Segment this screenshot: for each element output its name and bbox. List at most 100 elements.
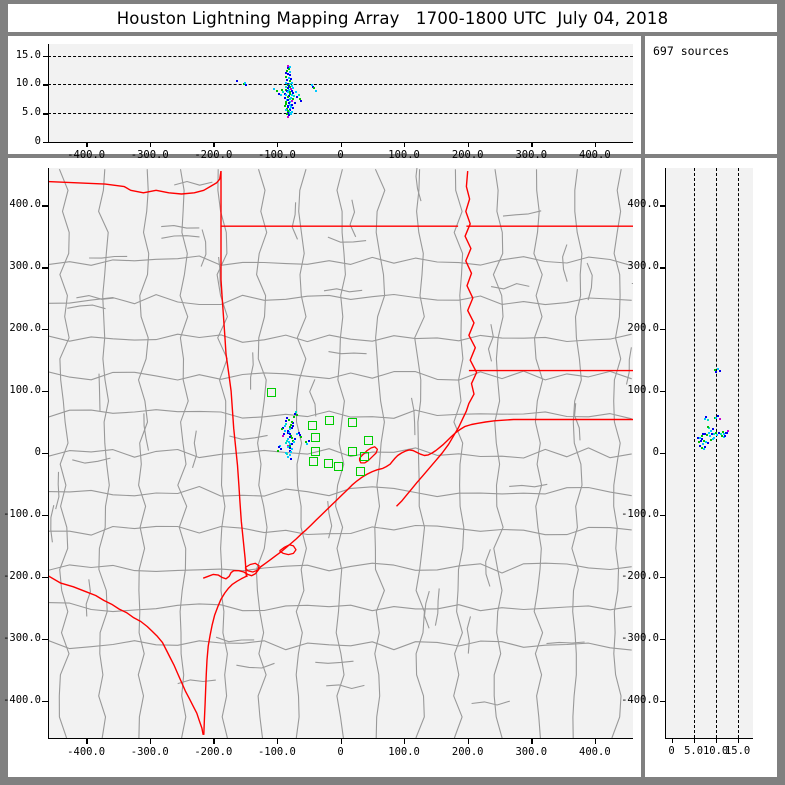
lightning-source xyxy=(283,97,286,100)
lightning-source xyxy=(287,111,290,114)
lightning-source xyxy=(289,96,292,99)
gridline-vertical xyxy=(737,168,739,738)
lightning-source xyxy=(284,105,287,108)
lightning-source xyxy=(287,445,290,448)
lightning-source xyxy=(285,442,288,445)
lightning-source xyxy=(289,450,292,453)
county-border xyxy=(200,229,207,267)
lma-station-marker xyxy=(308,420,318,430)
tick-y xyxy=(660,576,665,579)
tick-label-x: 100.0 xyxy=(388,746,420,758)
lightning-source xyxy=(287,106,290,109)
lightning-source xyxy=(719,369,721,372)
tick-x xyxy=(531,142,533,147)
lightning-source xyxy=(712,433,715,436)
lightning-source xyxy=(726,432,729,435)
lightning-source xyxy=(284,88,287,91)
lightning-source xyxy=(291,448,294,451)
lightning-source xyxy=(288,428,291,431)
plan-view-map-panel: 400.0 300.0 200.0 100.0 0 -100.0 -200.0 -300.0 -… xyxy=(3,158,641,777)
tick-label-x: 300.0 xyxy=(515,746,548,758)
lightning-source xyxy=(288,454,291,457)
axis-y-line xyxy=(48,44,50,142)
county-border xyxy=(236,662,275,669)
lightning-source xyxy=(721,430,724,433)
lightning-source xyxy=(289,78,292,81)
lightning-source xyxy=(705,416,708,419)
lightning-source xyxy=(288,86,291,89)
lightning-source xyxy=(295,414,298,417)
tick-y xyxy=(660,205,665,207)
county-border xyxy=(48,485,632,498)
tick-label-y: 100.0 xyxy=(9,384,41,397)
lightning-source xyxy=(290,421,293,424)
lightning-source xyxy=(702,433,705,436)
county-border xyxy=(574,403,581,441)
tick-label-x: -400.0 xyxy=(67,746,106,758)
lightning-source xyxy=(719,432,722,435)
state-border-north-segment xyxy=(220,171,459,227)
state-border-tx-la-west xyxy=(220,226,248,577)
tick-x xyxy=(594,142,597,147)
lightning-source xyxy=(292,422,295,425)
lightning-source xyxy=(284,422,287,425)
lightning-source xyxy=(286,107,289,110)
corpus-bay xyxy=(244,562,260,573)
tick-label-y: 100.0 xyxy=(627,384,659,397)
tick-x xyxy=(467,738,470,744)
lightning-source xyxy=(289,83,292,86)
lightning-source xyxy=(284,430,287,433)
lightning-source xyxy=(714,368,717,371)
tick-x xyxy=(213,142,215,147)
tick-x xyxy=(467,142,470,147)
lightning-source xyxy=(701,443,704,446)
lightning-source xyxy=(286,72,289,75)
tick-x xyxy=(149,142,152,147)
county-border xyxy=(50,504,55,543)
lightning-source xyxy=(724,435,727,438)
lightning-source xyxy=(282,91,285,94)
county-border xyxy=(327,236,367,243)
lightning-source xyxy=(313,87,316,90)
lightning-source xyxy=(284,108,287,111)
state-border-tx-ok xyxy=(48,170,222,195)
lightning-source xyxy=(304,440,307,443)
tick-label-y: -100.0 xyxy=(621,507,659,520)
lightning-source xyxy=(700,447,703,450)
lightning-source xyxy=(310,83,313,86)
tick-y xyxy=(43,84,48,86)
lightning-source xyxy=(702,448,705,451)
county-border xyxy=(492,169,504,738)
gridline-vertical xyxy=(715,168,717,738)
lightning-source xyxy=(291,81,294,84)
county-border xyxy=(48,602,632,613)
coastline-padre-island xyxy=(203,575,248,735)
county-border xyxy=(471,700,510,706)
lightning-source xyxy=(289,447,292,450)
lma-station-marker xyxy=(310,446,320,456)
tick-x xyxy=(594,738,597,744)
coastline-rio-grande xyxy=(48,575,204,736)
lma-station-marker xyxy=(323,459,333,469)
county-border xyxy=(89,255,128,259)
lightning-source xyxy=(290,84,293,87)
county-border xyxy=(323,288,363,293)
county-border xyxy=(423,590,430,629)
tick-label-x: -300.0 xyxy=(130,746,169,758)
tick-label-y: -100.0 xyxy=(3,507,41,520)
lightning-source xyxy=(286,417,289,420)
tick-x xyxy=(340,142,342,147)
lightning-source xyxy=(289,101,292,104)
lightning-source xyxy=(288,71,291,74)
axis-x-line xyxy=(665,738,753,740)
lightning-source xyxy=(281,88,283,91)
lightning-source xyxy=(287,432,290,435)
lightning-source xyxy=(275,89,278,92)
lightning-source xyxy=(289,74,292,77)
lightning-source xyxy=(286,115,289,118)
lightning-source xyxy=(286,104,289,107)
lightning-source xyxy=(279,444,282,447)
lma-station-marker xyxy=(348,447,358,457)
lightning-source xyxy=(714,431,717,434)
gridline-horizontal xyxy=(48,113,633,115)
